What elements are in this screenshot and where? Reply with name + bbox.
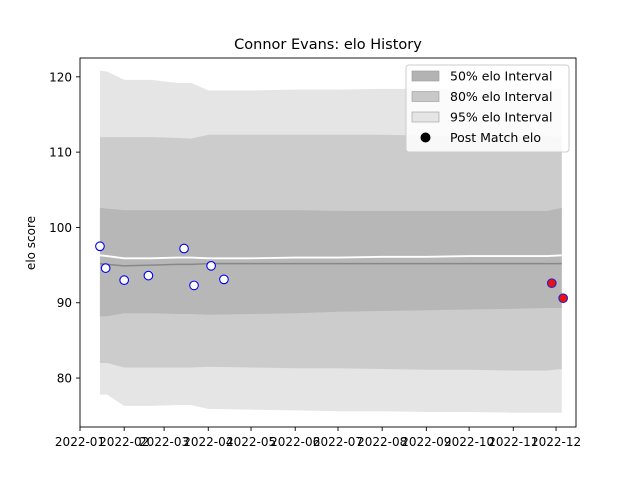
post-match-point-5 [179,243,189,254]
legend-label: 95% elo Interval [450,110,552,125]
interval-bands [99,70,562,413]
post-match-points [95,241,569,304]
plot-area [95,70,569,413]
band-50pct [99,207,562,317]
legend-swatch [411,111,440,123]
post-match-point-1 [95,241,105,252]
legend-label: 80% elo Interval [450,89,552,104]
chart-title: Connor Evans: elo History [234,37,422,53]
x-tick-label: 2022-01 [55,435,105,449]
legend-swatch [411,91,440,102]
x-tick-label: 2022-03 [139,435,189,449]
plot-frame [79,57,577,428]
x-tick-label: 2022-10 [444,435,494,449]
legend-box [405,64,570,153]
x-tick-label: 2022-02 [99,435,149,449]
post-match-point-6 [189,280,199,291]
x-tick-label: 2022-08 [357,435,407,449]
x-axis-ticks: 2022-012022-022022-032022-042022-052022-… [55,427,581,449]
x-tick-label: 2022-06 [270,435,320,449]
trend-lines [99,254,562,267]
post-match-point-8 [219,274,229,285]
x-tick-label: 2022-09 [401,435,451,449]
post-match-point-2 [100,263,111,273]
legend-label: 50% elo Interval [450,69,552,84]
x-tick-label: 2022-12 [531,435,581,449]
legend-label: Post Match elo [450,130,541,145]
legend-marker [420,132,431,143]
post-match-point-3 [119,275,130,286]
post-match-point-7 [206,260,216,271]
legend: 50% elo Interval 80% elo Interval 95% elo … [405,64,570,153]
y-tick-label: 100 [49,221,72,235]
x-tick-label: 2022-04 [183,435,233,449]
legend-swatch [411,70,440,82]
upper-elo-line [99,254,562,260]
mean-elo-line [99,262,562,267]
x-tick-label: 2022-05 [226,435,276,449]
post-match-point-9 [546,278,557,289]
x-tick-label: 2022-07 [313,435,363,449]
y-tick-label: 80 [57,372,72,386]
y-axis-ticks: 80 90 100 110 120 [49,70,80,386]
y-tick-label: 90 [57,296,72,310]
y-tick-label: 110 [49,146,72,160]
post-match-point-10 [558,293,569,304]
post-match-point-4 [143,270,154,281]
y-tick-label: 120 [49,70,72,84]
y-axis-label: elo score [24,216,38,270]
x-tick-label: 2022-11 [488,435,538,449]
